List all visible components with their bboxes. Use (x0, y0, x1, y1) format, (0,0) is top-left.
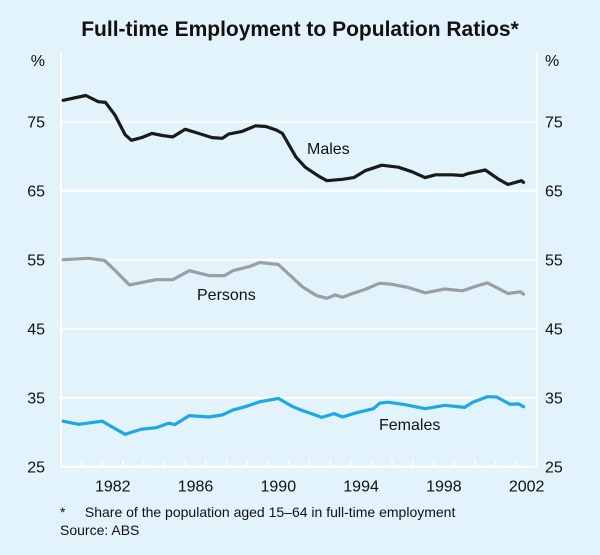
series-line-persons (61, 256, 526, 300)
chart-title: Full-time Employment to Population Ratio… (81, 18, 519, 41)
series-lines (61, 93, 526, 436)
axes: 25 25 35 35 45 45 55 55 65 65 75 75 1982 1986 1990 1994… (27, 52, 563, 496)
source-note: Source: ABS (60, 522, 139, 538)
x-tick-label: 1982 (95, 479, 131, 496)
y-tick-label-left: 45 (27, 322, 45, 339)
gridlines (61, 120, 537, 399)
x-tick-label: 2002 (509, 479, 545, 496)
series-line-males (61, 93, 526, 187)
y-tick-label-right: 65 (545, 184, 563, 201)
y-tick-label-left: 75 (27, 115, 45, 132)
series-label-males: Males (307, 141, 350, 158)
x-tick-label: 1990 (261, 479, 297, 496)
x-tick-label: 1994 (343, 479, 379, 496)
y-tick-label-left: 55 (27, 253, 45, 270)
y-tick-label-right: 45 (545, 322, 563, 339)
y-axis-unit-left: % (31, 53, 45, 70)
y-tick-label-right: 35 (545, 391, 563, 408)
x-tick-label: 1986 (178, 479, 214, 496)
y-tick-label-left: 65 (27, 184, 45, 201)
series-label-persons: Persons (197, 287, 256, 304)
y-tick-label-left: 25 (27, 460, 45, 477)
y-tick-label-right: 55 (545, 253, 563, 270)
y-tick-label-right: 75 (545, 115, 563, 132)
series-label-females: Females (379, 417, 440, 434)
y-tick-label-left: 35 (27, 391, 45, 408)
series-line-females (61, 395, 526, 436)
footnote: * Share of the population aged 15–64 in … (60, 504, 455, 520)
x-tick-label: 1998 (426, 479, 462, 496)
y-axis-unit-right: % (545, 53, 559, 70)
y-tick-label-right: 25 (545, 460, 563, 477)
